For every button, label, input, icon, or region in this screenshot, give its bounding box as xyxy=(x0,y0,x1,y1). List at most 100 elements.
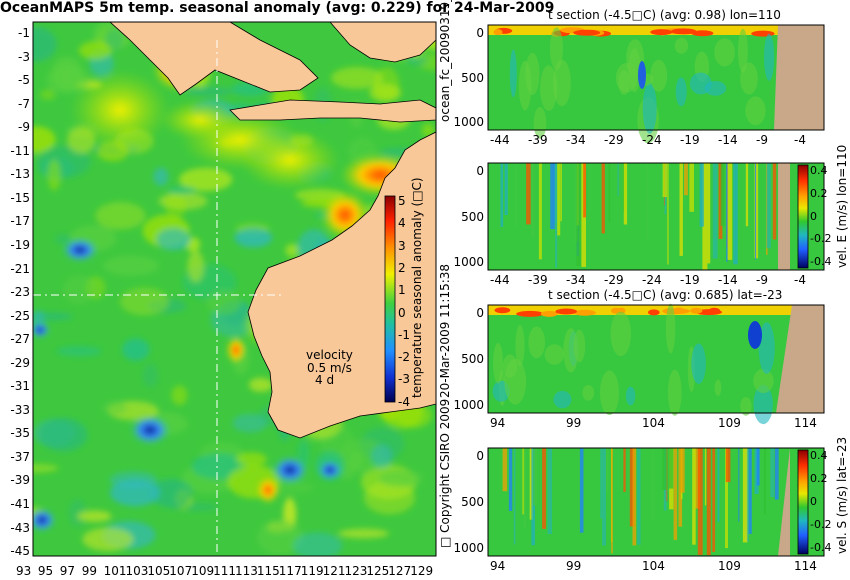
velocity-colorbar-tick: 0.4 xyxy=(810,449,828,462)
map-texture-patch xyxy=(153,167,169,186)
main-colorbar-tick: 5 xyxy=(398,194,406,208)
section-patch xyxy=(665,303,676,354)
velocity-stripe xyxy=(770,448,775,498)
main-colorbar-tick: -2 xyxy=(398,350,410,365)
section-x-tick: -4 xyxy=(794,273,806,287)
velocity-stripe xyxy=(646,163,649,240)
section-frame xyxy=(487,304,825,414)
section-x-tick: -24 xyxy=(642,273,662,287)
velocity-stripe xyxy=(652,448,654,520)
velocity-stripe xyxy=(576,163,581,267)
map-texture-patch xyxy=(105,28,124,51)
map-lon-tick: 99 xyxy=(81,564,97,578)
section-x-tick: 94 xyxy=(490,559,506,573)
velocity-colorbar-tick: 0 xyxy=(810,495,817,508)
map-lat-tick: -7 xyxy=(18,96,30,111)
velocity-stripe xyxy=(550,163,555,230)
map-texture-patch xyxy=(47,159,61,191)
velocity-stripe xyxy=(513,448,516,545)
section-x-tick: 109 xyxy=(718,559,741,573)
map-texture-patch xyxy=(348,449,363,471)
velocity-colorbar-tick: -0.2 xyxy=(810,518,832,531)
section-depth-tick: 1000 xyxy=(453,255,484,269)
map-lon-tick: 93 xyxy=(16,564,32,578)
map-texture-patch xyxy=(33,126,56,153)
main-title: OceanMAPS 5m temp. seasonal anomaly (avg… xyxy=(0,0,555,16)
map-texture-patch xyxy=(378,469,423,487)
velocity-stripe xyxy=(679,163,683,256)
map-texture-patch xyxy=(285,243,299,257)
velocity-stripe xyxy=(531,163,535,237)
map-lat-tick: -13 xyxy=(10,167,30,182)
map-lat-tick: -27 xyxy=(10,332,30,347)
velocity-value: 0.5 m/s xyxy=(307,361,352,375)
velocity-stripe xyxy=(522,448,525,515)
map-lat-tick: -25 xyxy=(10,308,30,323)
map-texture-patch xyxy=(56,346,102,357)
velocity-stripe xyxy=(608,163,611,222)
main-colorbar-tick: -4 xyxy=(398,394,410,409)
velocity-stripe xyxy=(707,163,711,264)
section-depth-tick: 0 xyxy=(476,449,484,463)
section-patch xyxy=(509,49,517,98)
map-texture-patch xyxy=(110,479,161,507)
section-panel-1 xyxy=(487,24,825,144)
section-patch xyxy=(691,343,706,384)
map-texture-patch xyxy=(187,250,204,283)
velocity-stripe xyxy=(725,448,731,483)
velocity-stripe xyxy=(603,448,609,492)
section-x-tick: 114 xyxy=(794,559,817,573)
section-frame xyxy=(487,447,825,557)
section-patch xyxy=(502,354,518,378)
section-depth-tick: 500 xyxy=(461,209,484,224)
velocity-stripe xyxy=(617,163,619,196)
section-frame xyxy=(487,24,825,131)
section-depth-tick: 500 xyxy=(461,70,484,85)
velocity-stripe xyxy=(745,163,749,227)
velocity-stripe xyxy=(712,163,718,259)
velocity-stripe xyxy=(755,163,757,260)
map-lon-tick: 119 xyxy=(300,564,324,578)
map-lat-tick: -37 xyxy=(10,449,30,464)
velocity-stripe xyxy=(529,448,533,520)
map-lon-tick: 129 xyxy=(410,564,434,578)
velocity-stripe xyxy=(754,163,759,259)
section-patch xyxy=(533,107,547,139)
main-colorbar-tick: 1 xyxy=(398,283,406,298)
map-lon-tick: 121 xyxy=(322,564,346,578)
map-lat-tick: -23 xyxy=(10,285,30,300)
velocity-stripe xyxy=(772,163,777,240)
map-texture-patch xyxy=(167,186,197,195)
velocity-colorbar xyxy=(797,449,809,555)
date-label: 20-Mar-2009 11:15:38 xyxy=(438,263,452,398)
section-depth-tick: 500 xyxy=(461,352,484,366)
map-texture-patch xyxy=(206,290,242,315)
velocity-stripe xyxy=(623,448,626,492)
map-lon-tick: 111 xyxy=(213,564,236,578)
map-plot-area xyxy=(33,22,436,556)
section-x-tick: 99 xyxy=(566,559,582,573)
velocity-stripe xyxy=(678,448,683,527)
map-lat-tick: -9 xyxy=(18,120,30,135)
velocity-colorbar xyxy=(797,164,809,269)
surface-anomaly xyxy=(555,308,577,315)
map-texture-patch xyxy=(232,413,268,433)
velocity-colorbar-tick: -0.4 xyxy=(810,541,832,554)
cold-anomaly-spot xyxy=(33,508,56,532)
map-lat-tick: -39 xyxy=(10,473,30,488)
velocity-stripe xyxy=(574,163,579,242)
main-colorbar-tick: 0 xyxy=(398,305,406,320)
map-texture-patch xyxy=(62,275,95,304)
map-lat-tick: -33 xyxy=(10,402,30,417)
section-patch xyxy=(714,379,722,396)
section-patch xyxy=(745,96,766,126)
velocity-sub: 4 d xyxy=(315,373,335,387)
velocity-stripe xyxy=(589,163,591,211)
velocity-colorbar-tick: 0.2 xyxy=(810,186,828,200)
velocity-stripe xyxy=(668,448,674,489)
section-patch xyxy=(553,390,572,409)
section-patch xyxy=(753,368,774,394)
seafloor-land xyxy=(774,25,824,130)
velocity-label: velocity xyxy=(306,348,353,362)
velocity-colorbar-label: vel. S (m/s) lat=-23 xyxy=(835,436,849,554)
